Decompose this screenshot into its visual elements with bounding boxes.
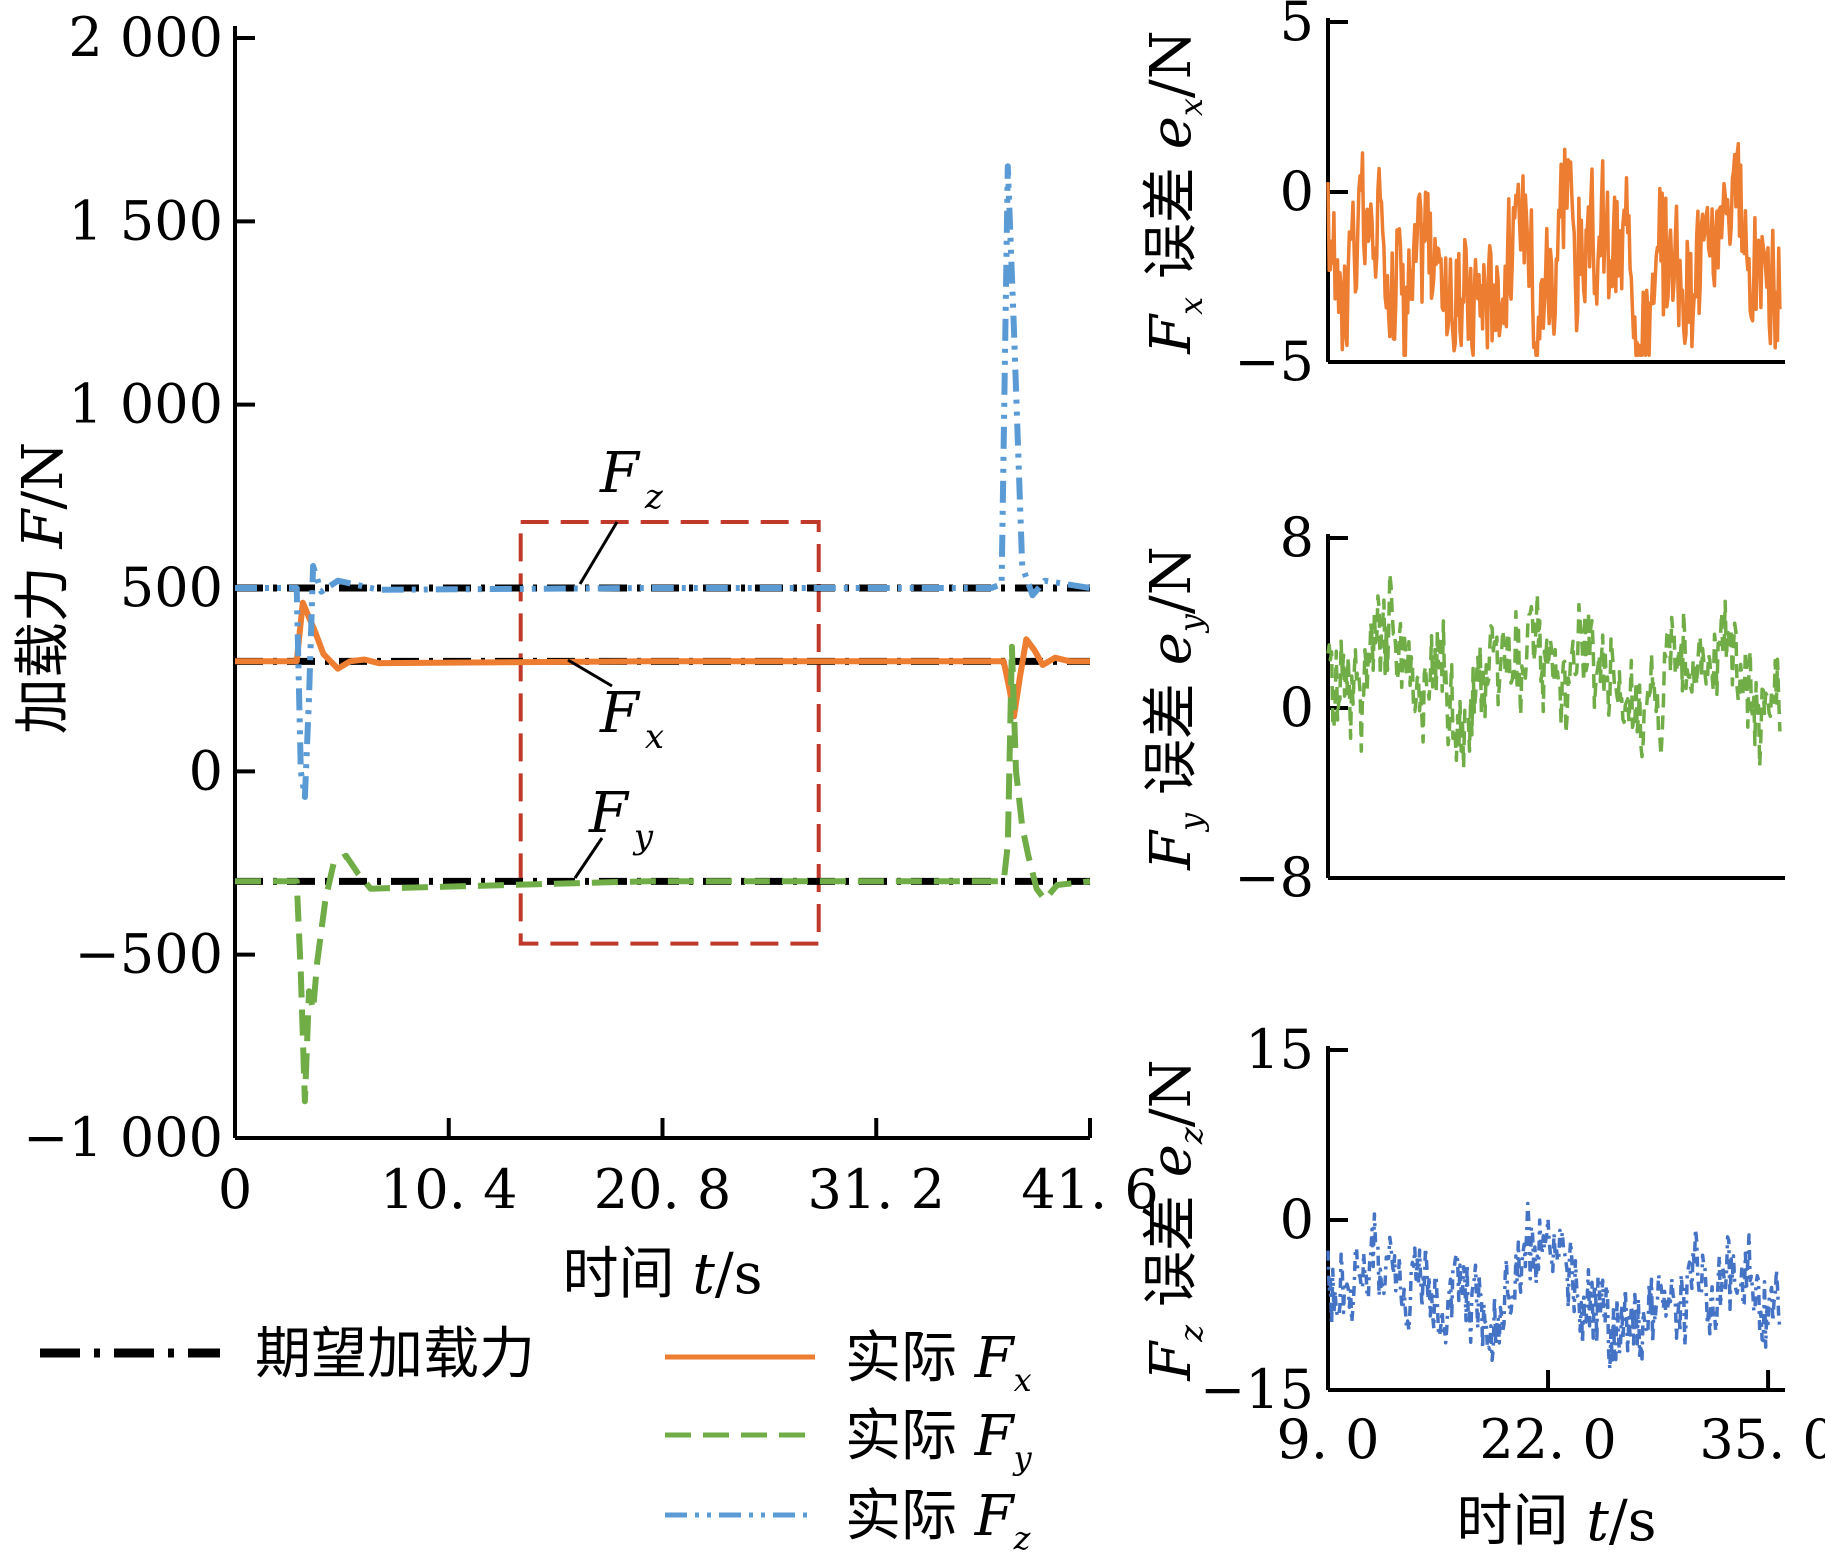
x-tick-label: 0	[218, 1158, 252, 1221]
x-tick-label: 31. 2	[808, 1158, 945, 1221]
x-tick-label: 20. 8	[594, 1158, 731, 1221]
x-tick-label: 41. 6	[1021, 1158, 1158, 1221]
y-tick-label: −5	[1234, 330, 1314, 393]
x-tick-label: 10. 4	[380, 1158, 517, 1221]
x-tick-label: 9. 0	[1276, 1408, 1379, 1471]
actual-fx-line	[235, 599, 1090, 720]
error-signal-line	[1326, 572, 1782, 770]
annotation-leader	[573, 837, 604, 879]
error-signal-line	[1326, 142, 1782, 357]
x-axis-title: 时间 t/s	[1457, 1489, 1657, 1554]
y-tick-label: 0	[1280, 676, 1314, 739]
fy-error-chart: 8 0 −8 Fy 误差 ey/N	[1139, 506, 1785, 909]
annotation-leader	[567, 658, 613, 688]
y-axis-title: Fx 误差 ex/N	[1139, 30, 1210, 355]
y-tick-label: −8	[1234, 846, 1314, 909]
y-tick-label: 1 500	[68, 189, 223, 252]
x-tick-label: 22. 0	[1479, 1408, 1616, 1471]
error-signal-line	[1326, 1201, 1782, 1371]
y-tick-label: 0	[1280, 1188, 1314, 1251]
y-tick-label: 8	[1280, 506, 1314, 569]
annotation-leader	[578, 521, 619, 585]
y-tick-label: 5	[1280, 0, 1314, 53]
y-axis-title: Fz 误差 ez/N	[1139, 1059, 1210, 1381]
fz-error-chart: 15 0 −159. 0 22. 0 35. 0 时间 t/s Fz 误差 ez/N	[1139, 1018, 1825, 1554]
x-axis-title: 时间 t/s	[563, 1242, 763, 1307]
fx-error-chart: 5 0 −5 Fx 误差 ex/N	[1139, 0, 1785, 393]
y-tick-label: 500	[120, 556, 223, 619]
legend-label-fx: 实际 Fx	[845, 1326, 1032, 1399]
legend-label-desired: 期望加载力	[255, 1322, 535, 1387]
y-tick-label: 0	[189, 739, 223, 802]
y-tick-label: 2 000	[68, 6, 223, 69]
y-tick-label: −1 000	[23, 1106, 223, 1169]
y-tick-label: −500	[75, 923, 223, 986]
y-axis-title: Fy 误差 ey/N	[1139, 546, 1210, 871]
y-axis-title: 加载力 F/N	[11, 442, 76, 735]
x-tick-label: 35. 0	[1699, 1408, 1825, 1471]
actual-fy-line	[235, 643, 1091, 1105]
actual-fz-line	[235, 163, 1091, 800]
legend-label-fz: 实际 Fz	[845, 1484, 1032, 1557]
y-tick-label: 1 000	[68, 373, 223, 436]
legend-label-fy: 实际 Fy	[845, 1404, 1033, 1477]
y-tick-label: 15	[1245, 1018, 1314, 1081]
y-tick-label: −15	[1200, 1358, 1314, 1421]
y-tick-label: 0	[1280, 160, 1314, 223]
